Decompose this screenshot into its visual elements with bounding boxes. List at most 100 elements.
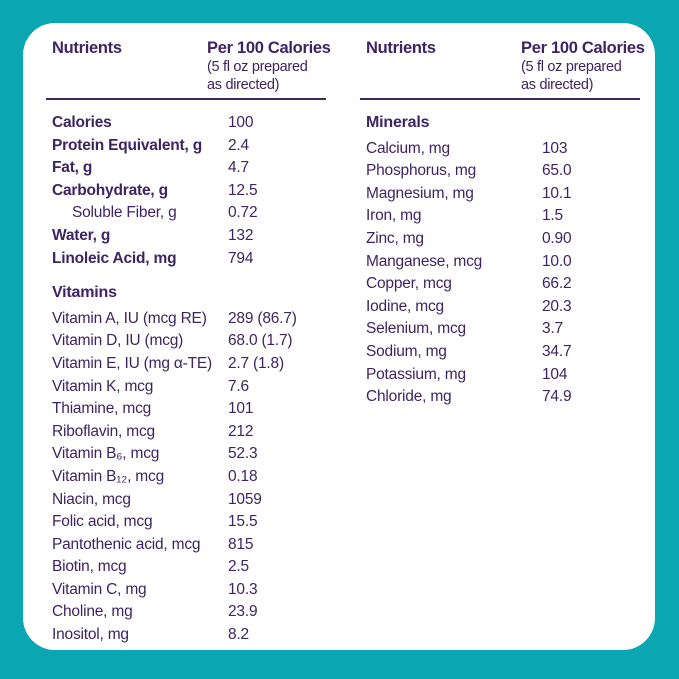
nutrient-row: Vitamin K, mcg 7.6 (52, 376, 326, 399)
nutrient-row: Protein Equivalent, g 2.4 (52, 135, 326, 158)
nutrient-row: Iron, mg 1.5 (366, 205, 640, 228)
nutrient-value: 100 (228, 114, 254, 131)
header-divider (46, 98, 326, 100)
nutrition-columns: Nutrients Per 100 Calories (5 fl oz prep… (46, 38, 645, 647)
nutrient-label: Carbohydrate, g (52, 181, 168, 199)
nutrient-value: 23.9 (228, 603, 258, 621)
nutrient-value: 0.90 (542, 229, 572, 247)
nutrient-row: Calories 100 (52, 112, 326, 135)
nutrient-value: 2.5 (228, 558, 249, 576)
nutrient-value: 1059 (228, 490, 262, 508)
nutrient-value: 52.3 (228, 445, 258, 463)
nutrient-value: 10.0 (542, 252, 572, 270)
nutrient-rows: Minerals Calcium, mg 103 Phosphorus, mg 65.0… (360, 100, 640, 409)
nutrient-label: Folic acid, mcg (52, 513, 153, 531)
nutrient-value: 101 (228, 400, 254, 418)
nutrient-row: Phosphorus, mg 65.0 (366, 160, 640, 183)
nutrient-label: Inositol, mg (52, 626, 129, 644)
header-per-100-calories: Per 100 Calories (5 fl oz prepared as di… (521, 39, 645, 93)
nutrient-label: Vitamin E, IU (mg α-TE) (52, 354, 212, 372)
nutrient-row: Calcium, mg 103 (366, 138, 640, 161)
nutrient-rows: Calories 100 Protein Equivalent, g 2.4 Fat, … (46, 100, 326, 647)
nutrient-label: Riboflavin, mcg (52, 422, 155, 440)
nutrient-value: 12.5 (228, 181, 258, 199)
nutrition-column-right: Nutrients Per 100 Calories (5 fl oz prep… (360, 38, 645, 647)
nutrient-row: Linoleic Acid, mg 794 (52, 248, 326, 271)
nutrient-label: Niacin, mcg (52, 490, 131, 508)
nutrient-label: Thiamine, mcg (52, 400, 152, 418)
nutrient-label: Zinc, mg (366, 229, 424, 247)
nutrient-row: Soluble Fiber, g 0.72 (52, 202, 326, 225)
nutrient-row: Vitamin D, IU (mcg) 68.0 (1.7) (52, 330, 326, 353)
nutrient-row: Niacin, mcg 1059 (52, 489, 326, 512)
nutrient-label: Vitamin A, IU (mcg RE) (52, 309, 207, 327)
nutrient-label: Vitamin D, IU (mcg) (52, 332, 184, 350)
nutrient-row: Biotin, mcg 2.5 (52, 556, 326, 579)
nutrient-row: Potassium, mg 104 (366, 364, 640, 387)
nutrient-value: 1.5 (542, 207, 563, 225)
nutrient-row: Thiamine, mcg 101 (52, 398, 326, 421)
section-title: Vitamins (52, 284, 117, 302)
nutrient-label: Vitamin C, mg (52, 580, 147, 598)
nutrient-row: Choline, mg 23.9 (52, 601, 326, 624)
nutrient-row: Chloride, mg 74.9 (366, 386, 640, 409)
header-nutrients: Nutrients (52, 39, 122, 57)
column-header: Nutrients Per 100 Calories (5 fl oz prep… (46, 38, 331, 94)
nutrient-label: Linoleic Acid, mg (52, 249, 177, 267)
nutrient-label: Vitamin B₆, mcg (52, 445, 160, 463)
nutrient-row: Inositol, mg 8.2 (52, 624, 326, 647)
nutrient-label: Choline, mg (52, 603, 133, 621)
nutrient-label: Sodium, mg (366, 342, 447, 360)
nutrition-label-card: Nutrients Per 100 Calories (5 fl oz prep… (23, 23, 655, 650)
nutrient-value: 212 (228, 422, 254, 440)
nutrient-row: Vitamin B₁₂, mcg 0.18 (52, 466, 326, 489)
nutrient-label: Soluble Fiber, g (72, 204, 177, 222)
nutrient-label: Magnesium, mg (366, 184, 474, 202)
nutrient-label: Calories (52, 114, 112, 131)
nutrient-value: 0.18 (228, 467, 258, 485)
nutrient-label: Phosphorus, mg (366, 162, 477, 180)
nutrient-label: Biotin, mcg (52, 558, 127, 576)
nutrient-row: Pantothenic acid, mcg 815 (52, 534, 326, 557)
nutrient-label: Vitamin K, mcg (52, 377, 154, 395)
nutrient-value: 132 (228, 226, 254, 244)
nutrient-row: Manganese, mcg 10.0 (366, 251, 640, 274)
nutrient-value: 74.9 (542, 388, 572, 406)
nutrient-value: 104 (542, 365, 568, 383)
nutrient-label: Iron, mg (366, 207, 422, 225)
nutrient-value: 10.1 (542, 184, 572, 202)
nutrient-label: Copper, mcg (366, 275, 452, 293)
nutrient-label: Water, g (52, 226, 111, 244)
nutrient-value: 66.2 (542, 275, 572, 293)
nutrient-value: 794 (228, 249, 254, 267)
nutrient-label: Fat, g (52, 159, 93, 177)
nutrient-value: 3.7 (542, 320, 563, 338)
nutrient-row: Vitamin C, mg 10.3 (52, 579, 326, 602)
nutrient-row: Vitamin E, IU (mg α-TE) 2.7 (1.8) (52, 353, 326, 376)
nutrition-column-left: Nutrients Per 100 Calories (5 fl oz prep… (46, 38, 331, 647)
nutrient-row: Sodium, mg 34.7 (366, 341, 640, 364)
nutrient-label: Vitamin B₁₂, mcg (52, 467, 164, 485)
nutrient-label: Calcium, mg (366, 139, 450, 157)
nutrient-row: Zinc, mg 0.90 (366, 228, 640, 251)
nutrient-value: 2.7 (1.8) (228, 354, 284, 372)
nutrient-value: 8.2 (228, 626, 249, 644)
nutrient-label: Iodine, mcg (366, 297, 444, 315)
nutrient-value: 68.0 (1.7) (228, 332, 293, 350)
nutrient-row: Vitamin B₆, mcg 52.3 (52, 443, 326, 466)
header-per-100-calories: Per 100 Calories (5 fl oz prepared as di… (207, 39, 331, 93)
header-divider (360, 98, 640, 100)
column-header: Nutrients Per 100 Calories (5 fl oz prep… (360, 38, 645, 94)
nutrient-row: Riboflavin, mcg 212 (52, 421, 326, 444)
nutrient-value: 20.3 (542, 297, 572, 315)
nutrient-row: Water, g 132 (52, 225, 326, 248)
nutrient-label: Potassium, mg (366, 365, 466, 383)
nutrient-value: 103 (542, 139, 568, 157)
nutrient-label: Pantothenic acid, mcg (52, 535, 201, 553)
nutrient-row: Iodine, mcg 20.3 (366, 296, 640, 319)
nutrient-row: Folic acid, mcg 15.5 (52, 511, 326, 534)
nutrient-label: Chloride, mg (366, 388, 452, 406)
nutrient-row: Vitamin A, IU (mcg RE) 289 (86.7) (52, 308, 326, 331)
nutrient-row: Fat, g 4.7 (52, 157, 326, 180)
